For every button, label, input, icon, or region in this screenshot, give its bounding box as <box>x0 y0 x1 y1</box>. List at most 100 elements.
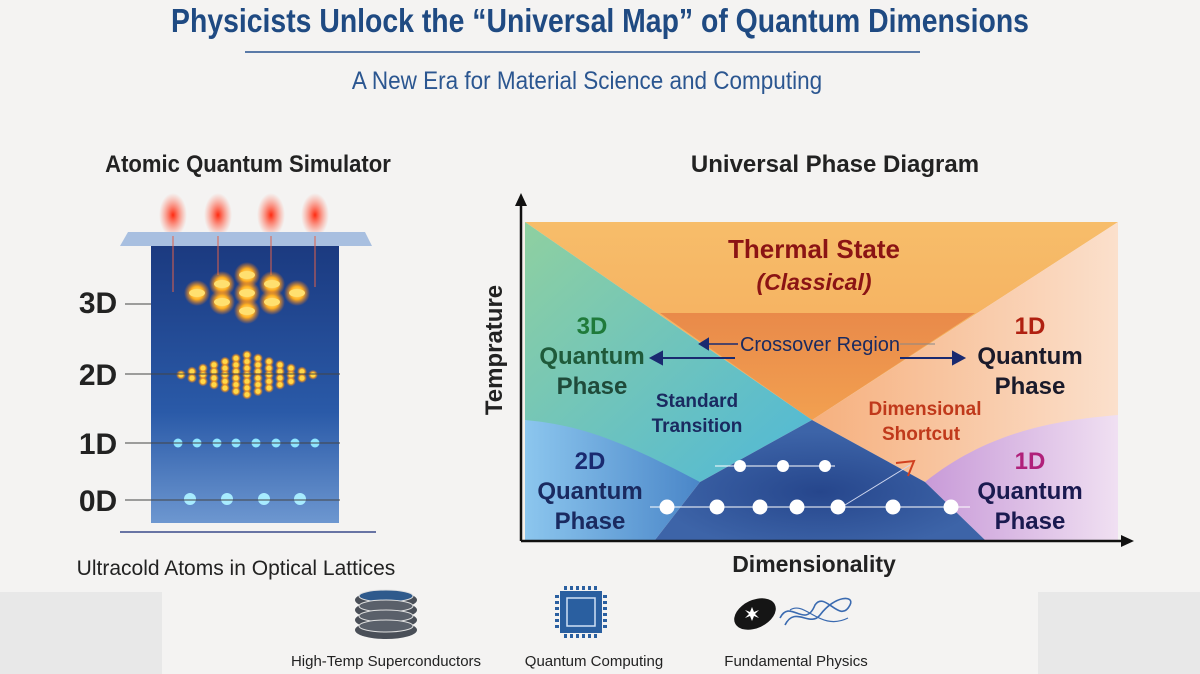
dots-0d <box>184 493 306 505</box>
phase-diagram-heading: Universal Phase Diagram <box>691 151 979 178</box>
simulator-caption: Ultracold Atoms in Optical Lattices <box>77 557 396 580</box>
atom-core <box>211 382 217 388</box>
atom <box>734 460 746 472</box>
atom <box>885 499 901 515</box>
phase-1d-lower-dim: 1D <box>1015 448 1046 475</box>
pin <box>588 634 591 638</box>
atom-core <box>239 271 255 279</box>
pin <box>570 586 573 590</box>
atom <box>294 493 306 505</box>
atom-core <box>189 369 195 374</box>
atom-core <box>255 375 261 381</box>
pin <box>576 634 579 638</box>
level-1d-label: 1D <box>79 428 117 461</box>
atom-core <box>233 375 239 381</box>
atom-core <box>266 359 272 364</box>
atom-core <box>244 385 250 391</box>
pin <box>603 595 607 598</box>
atom-core <box>233 362 239 368</box>
atom-core <box>211 362 217 368</box>
chip-icon <box>555 586 607 638</box>
atom <box>709 499 725 515</box>
standard-transition-line2: Transition <box>652 416 743 437</box>
pin <box>588 586 591 590</box>
atom-core <box>255 362 261 368</box>
axes <box>515 193 1134 547</box>
pin <box>576 586 579 590</box>
atom <box>659 499 675 515</box>
region-1d-upper <box>812 222 1118 482</box>
footer-band-left <box>0 592 162 674</box>
pin <box>603 619 607 622</box>
phase-2d-phase: Phase <box>555 508 626 535</box>
footer-band-right <box>1038 592 1200 674</box>
crossover-arrows <box>648 337 967 366</box>
atom-chain-lower <box>650 499 970 515</box>
atom-core <box>239 307 255 315</box>
atom-core <box>289 289 305 297</box>
atom-core <box>244 365 250 371</box>
crossover-label: Crossover Region <box>740 334 900 356</box>
atom-core <box>255 369 261 374</box>
phase-1d-upper-phase: Phase <box>995 373 1066 400</box>
thermal-classical-label: (Classical) <box>756 269 871 295</box>
phase-1d-upper-dim: 1D <box>1015 313 1046 340</box>
atom-core <box>288 379 294 384</box>
phase-3d-word: Quantum <box>539 343 644 370</box>
shortcut-arrow-icon <box>895 459 916 477</box>
laser-lines <box>172 236 316 292</box>
region-2d <box>525 420 700 540</box>
atom-core <box>200 379 206 384</box>
pin <box>555 613 559 616</box>
atom-core <box>264 280 280 288</box>
atom-core <box>244 359 250 364</box>
atom-chain-upper <box>715 460 835 472</box>
region-center <box>655 420 985 540</box>
atom-core <box>233 355 239 361</box>
pin <box>603 613 607 616</box>
region-1d-lower <box>925 415 1118 540</box>
phase-regions <box>523 222 1118 540</box>
atom-core <box>244 379 250 384</box>
atom-core <box>200 365 206 371</box>
disk-top <box>358 619 414 633</box>
region-3d <box>525 222 812 482</box>
pin <box>582 634 585 638</box>
atom-core <box>222 365 228 371</box>
laser-beams <box>159 193 329 237</box>
arrow-right-icon <box>952 350 967 366</box>
atom <box>789 499 805 515</box>
arrow-left-icon <box>648 350 663 366</box>
app-label-fundamental-physics: Fundamental Physics <box>724 653 867 670</box>
dimensional-shortcut-line2: Shortcut <box>882 424 961 445</box>
lattice-3d <box>184 262 310 324</box>
pin <box>555 619 559 622</box>
phase-1d-upper-word: Quantum <box>977 343 1082 370</box>
x-axis-label: Dimensionality <box>732 551 896 577</box>
atom-core <box>299 375 305 381</box>
pin <box>570 634 573 638</box>
pin <box>564 634 567 638</box>
pin <box>564 586 567 590</box>
atom <box>221 493 233 505</box>
pin <box>555 607 559 610</box>
lattice-plate <box>120 232 372 246</box>
atom <box>258 493 270 505</box>
level-0d-label: 0D <box>79 485 117 518</box>
dimension-labels: 3D 2D 1D 0D <box>79 287 340 518</box>
atom-core <box>299 369 305 374</box>
atom <box>184 493 196 505</box>
superconductor-stack-icon <box>355 589 417 639</box>
atom-core <box>214 298 230 306</box>
atom <box>830 499 846 515</box>
x-axis-arrow-icon <box>1121 535 1134 547</box>
region-crossover <box>660 313 975 420</box>
atom-core <box>214 280 230 288</box>
thermal-state-label: Thermal State <box>728 234 900 264</box>
atom-core <box>211 369 217 374</box>
pin <box>594 586 597 590</box>
dimensional-shortcut-line1: Dimensional <box>869 399 982 420</box>
atom <box>752 499 768 515</box>
phase-2d-dim: 2D <box>575 448 606 475</box>
